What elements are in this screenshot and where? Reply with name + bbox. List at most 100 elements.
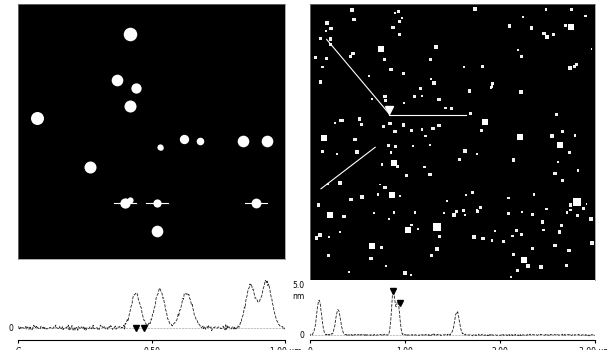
Point bbox=[377, 161, 387, 167]
Point bbox=[402, 173, 412, 178]
Point bbox=[541, 206, 551, 211]
Point bbox=[432, 224, 442, 230]
Point bbox=[572, 199, 582, 204]
Point bbox=[179, 136, 189, 142]
Point bbox=[566, 208, 575, 213]
Point bbox=[434, 122, 444, 128]
Point bbox=[509, 157, 518, 163]
Point bbox=[337, 118, 347, 123]
Point bbox=[487, 81, 497, 86]
Point bbox=[394, 9, 404, 14]
Point bbox=[348, 51, 358, 57]
Point bbox=[152, 200, 162, 205]
Point bbox=[459, 64, 469, 70]
Point bbox=[425, 172, 435, 177]
Point bbox=[557, 177, 567, 183]
Point bbox=[379, 57, 389, 62]
Point bbox=[322, 56, 331, 61]
Point bbox=[408, 143, 418, 149]
Point bbox=[563, 210, 572, 215]
Point bbox=[526, 25, 536, 31]
Point bbox=[390, 129, 400, 134]
Point bbox=[461, 193, 471, 198]
Point bbox=[126, 32, 135, 37]
Point bbox=[347, 197, 356, 202]
Point bbox=[506, 274, 516, 280]
Point bbox=[120, 200, 130, 205]
Point bbox=[336, 230, 345, 235]
Point bbox=[464, 88, 474, 94]
Point bbox=[317, 149, 327, 154]
Point bbox=[367, 256, 376, 261]
Point bbox=[403, 228, 413, 233]
Point bbox=[322, 20, 332, 26]
Point bbox=[357, 194, 367, 200]
Point bbox=[487, 238, 497, 243]
Point bbox=[571, 62, 581, 68]
Point bbox=[514, 48, 523, 53]
Point bbox=[550, 243, 560, 248]
Point bbox=[478, 64, 487, 70]
Point bbox=[377, 245, 387, 251]
Point bbox=[459, 208, 469, 213]
Point bbox=[504, 211, 514, 217]
Point bbox=[455, 156, 464, 162]
Point bbox=[398, 70, 408, 76]
Point bbox=[112, 77, 122, 83]
Point bbox=[435, 233, 444, 239]
Point bbox=[421, 133, 430, 139]
Point bbox=[407, 127, 416, 133]
Point bbox=[527, 246, 537, 251]
Point bbox=[429, 126, 438, 131]
Point bbox=[503, 195, 513, 201]
Point bbox=[316, 79, 325, 85]
Point bbox=[565, 149, 574, 155]
Point bbox=[541, 7, 551, 12]
Point bbox=[344, 269, 353, 274]
Point bbox=[476, 128, 486, 134]
Point bbox=[313, 202, 323, 208]
Point bbox=[399, 100, 409, 106]
Point bbox=[472, 207, 482, 213]
Point bbox=[311, 54, 320, 60]
Point bbox=[426, 142, 435, 148]
Point bbox=[389, 160, 399, 166]
Point bbox=[326, 26, 336, 32]
Point bbox=[505, 23, 515, 29]
Point bbox=[565, 65, 575, 71]
Point bbox=[32, 116, 42, 121]
Point bbox=[336, 118, 345, 124]
Point bbox=[387, 193, 397, 198]
Point bbox=[587, 46, 597, 51]
Point bbox=[325, 42, 335, 47]
Point bbox=[373, 191, 383, 197]
Point bbox=[324, 181, 333, 187]
Point bbox=[315, 232, 325, 238]
Point bbox=[507, 233, 517, 239]
Point bbox=[262, 139, 271, 144]
Point bbox=[466, 111, 475, 117]
Point bbox=[345, 54, 355, 60]
Point bbox=[316, 36, 326, 41]
Point bbox=[311, 236, 321, 241]
Point bbox=[473, 209, 483, 215]
Point bbox=[469, 234, 479, 240]
Point bbox=[369, 210, 379, 216]
Point bbox=[126, 197, 135, 203]
Point bbox=[390, 144, 400, 149]
Point bbox=[395, 19, 405, 24]
Point bbox=[538, 219, 548, 225]
Point bbox=[518, 14, 528, 20]
Point bbox=[572, 213, 582, 219]
Point bbox=[516, 89, 526, 95]
Point bbox=[564, 248, 574, 253]
Point bbox=[558, 129, 568, 135]
Point bbox=[364, 73, 374, 78]
Point bbox=[195, 139, 205, 144]
Point bbox=[587, 240, 597, 246]
Point bbox=[443, 198, 452, 204]
Point bbox=[470, 6, 480, 12]
Point bbox=[566, 25, 576, 30]
Point bbox=[395, 32, 405, 37]
Point bbox=[432, 44, 441, 50]
